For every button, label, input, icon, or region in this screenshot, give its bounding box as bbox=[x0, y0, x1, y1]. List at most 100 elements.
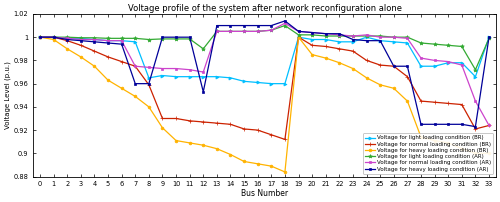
Voltage for heavy loading condition (AR) bbox=[336, 33, 342, 35]
Voltage for normal loading condition (BR) bbox=[118, 60, 124, 63]
Voltage for light loading condition (BR) bbox=[377, 39, 383, 42]
Voltage for normal loading condition (AR) bbox=[37, 36, 43, 38]
Voltage for heavy loading condition (AR) bbox=[309, 31, 315, 34]
Voltage for normal loading condition (AR) bbox=[160, 67, 166, 70]
Voltage for light loading condition (AR) bbox=[309, 34, 315, 36]
Voltage for normal loading condition (AR) bbox=[459, 64, 465, 66]
Voltage for heavy loading condition (AR) bbox=[118, 43, 124, 45]
Voltage for normal loading condition (AR) bbox=[78, 38, 84, 41]
Voltage for heavy loading condition (BR) bbox=[350, 67, 356, 70]
Voltage for heavy loading condition (BR) bbox=[64, 48, 70, 50]
Voltage for light loading condition (AR) bbox=[459, 45, 465, 48]
Voltage for light loading condition (AR) bbox=[214, 30, 220, 33]
Voltage for light loading condition (AR) bbox=[160, 38, 166, 40]
Voltage for heavy loading condition (AR) bbox=[50, 36, 56, 38]
Voltage for heavy loading condition (AR) bbox=[391, 65, 397, 67]
Voltage for light loading condition (BR) bbox=[391, 41, 397, 43]
Voltage for normal loading condition (BR) bbox=[50, 36, 56, 38]
Voltage for heavy loading condition (BR) bbox=[214, 147, 220, 150]
Voltage for heavy loading condition (AR) bbox=[268, 24, 274, 27]
Voltage for normal loading condition (AR) bbox=[228, 30, 234, 33]
Voltage for heavy loading condition (AR) bbox=[486, 36, 492, 38]
Voltage for normal loading condition (AR) bbox=[118, 39, 124, 42]
Voltage for heavy loading condition (BR) bbox=[336, 62, 342, 64]
Voltage for normal loading condition (AR) bbox=[445, 60, 451, 63]
Voltage for heavy loading condition (BR) bbox=[92, 65, 98, 67]
Voltage for heavy loading condition (BR) bbox=[132, 95, 138, 98]
Voltage for light loading condition (AR) bbox=[377, 35, 383, 37]
Voltage for light loading condition (AR) bbox=[282, 24, 288, 27]
Voltage for normal loading condition (AR) bbox=[268, 29, 274, 32]
Voltage for heavy loading condition (BR) bbox=[486, 152, 492, 155]
Voltage for light loading condition (AR) bbox=[350, 35, 356, 37]
Voltage for normal loading condition (BR) bbox=[418, 100, 424, 102]
Voltage for light loading condition (AR) bbox=[200, 48, 206, 50]
Voltage for light loading condition (BR) bbox=[418, 65, 424, 67]
Voltage for light loading condition (BR) bbox=[146, 77, 152, 79]
Voltage for light loading condition (BR) bbox=[296, 36, 302, 38]
Voltage for light loading condition (BR) bbox=[459, 62, 465, 64]
Voltage for normal loading condition (BR) bbox=[309, 44, 315, 46]
Voltage for heavy loading condition (AR) bbox=[78, 39, 84, 42]
Voltage for heavy loading condition (BR) bbox=[254, 163, 260, 165]
Voltage for light loading condition (BR) bbox=[132, 41, 138, 43]
Voltage for normal loading condition (AR) bbox=[486, 124, 492, 127]
Voltage for light loading condition (BR) bbox=[200, 76, 206, 78]
Title: Voltage profile of the system after network reconfiguration alone: Voltage profile of the system after netw… bbox=[128, 4, 402, 13]
Line: Voltage for normal loading condition (BR): Voltage for normal loading condition (BR… bbox=[38, 35, 491, 141]
Voltage for heavy loading condition (BR) bbox=[160, 127, 166, 129]
Legend: Voltage for light loading condition (BR), Voltage for normal loading condition (: Voltage for light loading condition (BR)… bbox=[363, 133, 493, 174]
Voltage for heavy loading condition (AR) bbox=[296, 30, 302, 33]
Voltage for normal loading condition (BR) bbox=[78, 44, 84, 46]
Voltage for normal loading condition (AR) bbox=[350, 35, 356, 37]
Voltage for normal loading condition (AR) bbox=[186, 68, 192, 71]
Voltage for heavy loading condition (AR) bbox=[228, 24, 234, 27]
Voltage for normal loading condition (BR) bbox=[132, 65, 138, 67]
Voltage for normal loading condition (BR) bbox=[228, 123, 234, 125]
Voltage for heavy loading condition (AR) bbox=[186, 36, 192, 38]
Voltage for normal loading condition (BR) bbox=[459, 103, 465, 106]
Voltage for normal loading condition (AR) bbox=[336, 34, 342, 36]
Voltage for heavy loading condition (AR) bbox=[322, 33, 328, 35]
Voltage for light loading condition (AR) bbox=[50, 36, 56, 38]
Voltage for normal loading condition (BR) bbox=[268, 134, 274, 136]
Voltage for heavy loading condition (BR) bbox=[391, 87, 397, 89]
Voltage for light loading condition (BR) bbox=[37, 36, 43, 38]
Voltage for light loading condition (AR) bbox=[486, 37, 492, 40]
Voltage for heavy loading condition (AR) bbox=[432, 123, 438, 125]
Voltage for heavy loading condition (BR) bbox=[228, 153, 234, 156]
Voltage for normal loading condition (AR) bbox=[472, 100, 478, 102]
Voltage for normal loading condition (BR) bbox=[105, 56, 111, 58]
Voltage for heavy loading condition (AR) bbox=[254, 24, 260, 27]
Voltage for light loading condition (AR) bbox=[418, 42, 424, 44]
Voltage for normal loading condition (AR) bbox=[377, 36, 383, 38]
Voltage for normal loading condition (BR) bbox=[37, 36, 43, 38]
Voltage for light loading condition (AR) bbox=[241, 30, 247, 33]
Voltage for light loading condition (AR) bbox=[432, 43, 438, 45]
Voltage for light loading condition (AR) bbox=[92, 37, 98, 39]
Voltage for normal loading condition (AR) bbox=[322, 33, 328, 35]
Voltage for normal loading condition (BR) bbox=[404, 76, 410, 78]
Voltage for normal loading condition (BR) bbox=[282, 138, 288, 141]
Voltage for normal loading condition (AR) bbox=[254, 30, 260, 33]
Voltage for light loading condition (BR) bbox=[50, 36, 56, 38]
Voltage for normal loading condition (BR) bbox=[254, 129, 260, 131]
Voltage for normal loading condition (AR) bbox=[200, 71, 206, 73]
Voltage for light loading condition (AR) bbox=[364, 35, 370, 37]
Voltage for light loading condition (AR) bbox=[322, 35, 328, 37]
Voltage for heavy loading condition (AR) bbox=[404, 65, 410, 67]
Voltage for light loading condition (BR) bbox=[64, 37, 70, 40]
Voltage for heavy loading condition (BR) bbox=[377, 84, 383, 86]
Voltage for heavy loading condition (BR) bbox=[309, 53, 315, 56]
Voltage for normal loading condition (AR) bbox=[50, 36, 56, 38]
Voltage for heavy loading condition (AR) bbox=[160, 36, 166, 38]
Voltage for light loading condition (BR) bbox=[105, 39, 111, 42]
Voltage for normal loading condition (AR) bbox=[282, 22, 288, 24]
Voltage for normal loading condition (BR) bbox=[160, 117, 166, 120]
Voltage for light loading condition (BR) bbox=[186, 76, 192, 78]
Voltage for light loading condition (BR) bbox=[309, 38, 315, 41]
Voltage for heavy loading condition (BR) bbox=[432, 139, 438, 142]
Voltage for normal loading condition (BR) bbox=[186, 120, 192, 122]
Voltage for light loading condition (AR) bbox=[404, 36, 410, 38]
Line: Voltage for light loading condition (BR): Voltage for light loading condition (BR) bbox=[38, 36, 490, 85]
